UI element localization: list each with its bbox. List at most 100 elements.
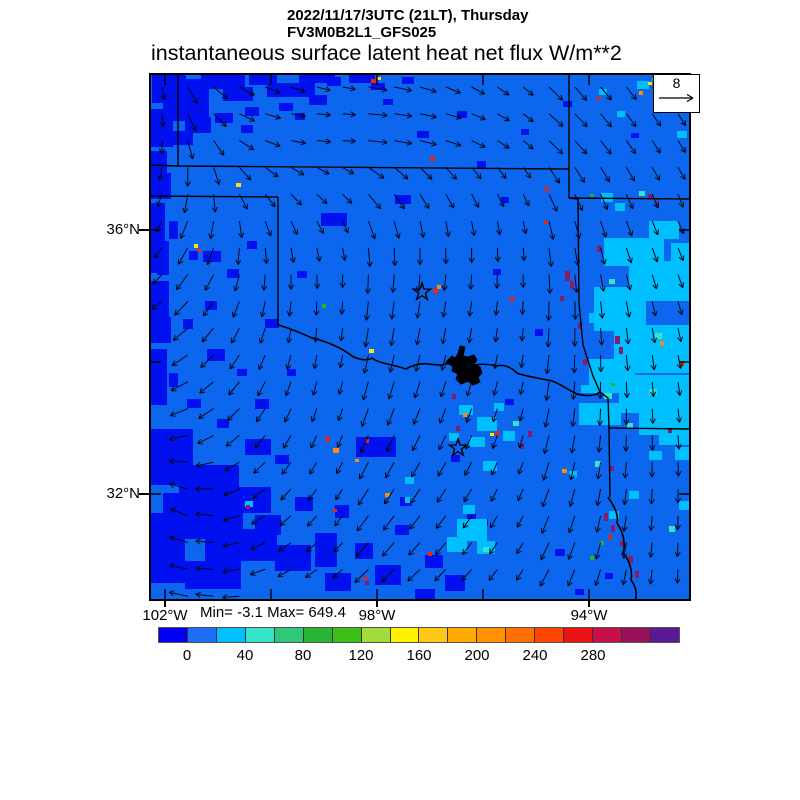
flux-patch-negative [185, 117, 211, 133]
wind-vector-arrow [314, 274, 321, 289]
wind-vector-arrow [471, 86, 486, 95]
wind-vector-arrow [388, 328, 395, 347]
wind-vector-arrow [516, 515, 524, 528]
flux-patch-20-40 [569, 471, 577, 477]
wind-vector-arrow [518, 408, 524, 422]
wind-vector-arrow [279, 515, 292, 527]
wind-vector-arrow [625, 167, 636, 182]
flux-speck [597, 246, 601, 252]
wind-vector-arrow [571, 328, 578, 347]
flux-speck [611, 525, 615, 532]
flux-patch-20-40 [659, 427, 691, 445]
flux-patch-40-60 [655, 333, 662, 339]
wind-vector-arrow [540, 515, 550, 534]
colorbar-tick-label: 120 [348, 647, 374, 664]
wind-vector-arrow [265, 113, 281, 120]
flux-speck [490, 433, 494, 436]
flux-patch-20-40 [463, 505, 475, 514]
flux-patch-negative [457, 111, 467, 118]
wind-vector-arrow [570, 408, 577, 427]
wind-vector-arrow [316, 86, 331, 93]
flux-patch-negative [161, 317, 171, 343]
wind-vector-arrow [238, 220, 245, 239]
wind-vector-arrow [230, 327, 240, 344]
flux-patch-negative [383, 99, 393, 105]
wind-vector-arrow [359, 435, 369, 454]
wind-vector-arrow [517, 435, 524, 449]
wind-vector-arrow [255, 408, 266, 423]
wind-vector-arrow [569, 435, 576, 454]
flux-speck [628, 556, 633, 563]
wind-vector-arrow [316, 111, 331, 118]
wind-vector-arrow [465, 408, 473, 424]
wind-vector-arrow [574, 193, 584, 211]
wind-vector-arrow [651, 247, 659, 263]
wind-vector-arrow [311, 381, 318, 396]
colorbar-tick-label: 280 [580, 647, 606, 664]
flux-speck [611, 383, 615, 386]
wind-vector-arrow [596, 435, 603, 453]
wind-vector-arrow [544, 354, 551, 375]
wind-vector-arrow [596, 408, 604, 426]
flux-patch-negative [299, 73, 335, 83]
wind-vector-arrow [463, 488, 473, 503]
wind-vector-arrow [519, 301, 526, 315]
flux-patch-20-40 [503, 431, 515, 441]
colorbar [158, 627, 680, 643]
flux-patch-negative [315, 533, 337, 567]
flux-speck [377, 77, 381, 80]
wind-vector-arrow [496, 193, 505, 208]
wind-vector-arrow [522, 113, 534, 123]
wind-vector-arrow [289, 247, 296, 263]
flux-patch-negative [183, 319, 193, 329]
flux-speck [363, 577, 367, 580]
flux-speck [430, 157, 435, 161]
flux-speck [600, 541, 604, 545]
wind-vector-arrow [368, 139, 388, 146]
wind-vector-arrow [287, 274, 295, 290]
flux-patch-20-40 [494, 403, 504, 411]
flux-patch-20-40 [617, 111, 625, 117]
wind-vector-arrow [152, 274, 163, 285]
wind-vector-arrow [677, 247, 685, 262]
plot-datetime: 2022/11/17/3UTC (21LT), Thursday [287, 7, 529, 24]
wind-vector-arrow [517, 488, 524, 502]
flux-patch-negative [249, 73, 277, 85]
wind-vector-arrow [489, 515, 498, 529]
wind-vector-arrow [305, 542, 318, 553]
colorbar-segment [245, 628, 275, 642]
wind-vector-arrow [677, 113, 687, 126]
flux-patch-20-40 [609, 511, 619, 519]
wind-vector-arrow [439, 381, 447, 398]
flux-patch-negative [563, 101, 572, 107]
wind-vector-arrow [442, 247, 449, 265]
wind-vector-arrow [490, 461, 498, 476]
wind-vector-arrow [625, 274, 633, 291]
wind-vector-arrow [412, 408, 421, 425]
wind-vector-arrow [357, 488, 369, 506]
wind-vector-arrow [651, 274, 659, 290]
wind-vector-arrow [435, 515, 447, 530]
wind-vector-arrow [363, 301, 370, 321]
wind-vector-arrow [574, 140, 588, 155]
wind-vector-arrow [419, 140, 437, 147]
flux-speck [648, 82, 652, 85]
wind-vector-arrow [389, 301, 396, 320]
flux-patch-20-40 [637, 81, 649, 89]
wind-vector-arrow [364, 274, 371, 294]
wind-vector-arrow [187, 113, 197, 132]
wind-vector-arrow [597, 354, 604, 373]
wind-vector-arrow [385, 435, 395, 453]
wind-vector-arrow [600, 140, 612, 155]
lake-texoma-blob [445, 345, 483, 386]
flux-speck [562, 469, 567, 473]
vector-reference-key: 8 [653, 74, 700, 113]
wind-vector-arrow [470, 220, 477, 237]
lat-label-36n: 36°N [106, 221, 140, 238]
wind-vector-arrow [542, 435, 550, 455]
flux-patch-negative [425, 555, 443, 568]
lon-label-98w: 98°W [358, 607, 396, 624]
wind-vector-arrow [198, 408, 214, 419]
wind-vector-arrow [361, 381, 369, 401]
flux-speck [371, 79, 376, 83]
